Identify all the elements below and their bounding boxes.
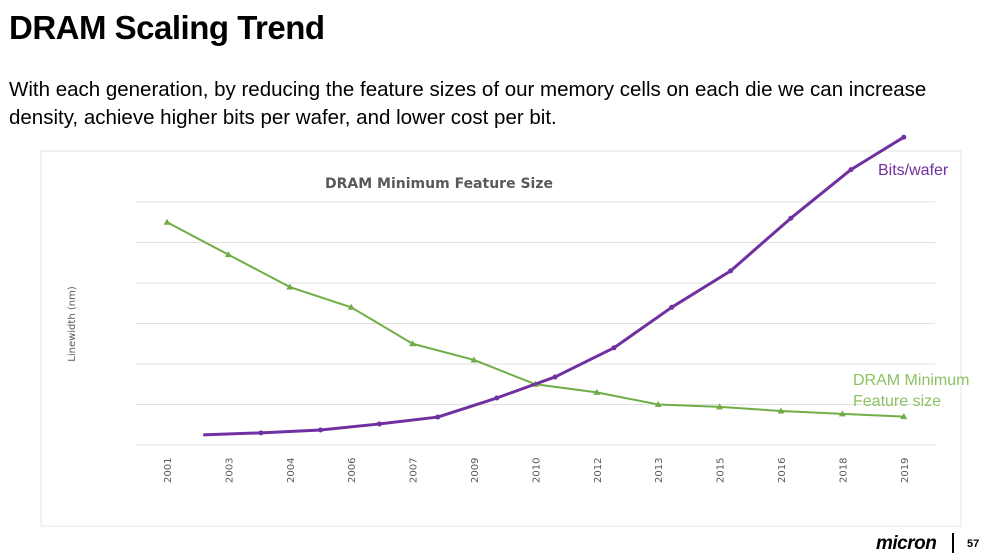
x-tick-label: 2010: [531, 458, 542, 483]
chart-frame: [40, 150, 962, 527]
data-point: [376, 421, 382, 427]
footer-divider: [952, 533, 954, 553]
series-label: Feature size: [853, 393, 941, 410]
y-axis-label: Linewidth (nm): [67, 286, 78, 362]
x-tick-label: 2006: [347, 458, 358, 483]
x-tick-label: 2001: [163, 458, 174, 483]
data-point: [163, 218, 171, 225]
data-point: [593, 388, 601, 395]
x-tick-label: 2016: [777, 458, 788, 483]
data-point: [777, 407, 785, 414]
data-point: [728, 268, 734, 274]
x-tick-label: 2012: [593, 458, 604, 483]
x-tick-label: 2018: [838, 458, 849, 483]
series-label: DRAM Minimum: [853, 372, 969, 389]
data-point: [494, 395, 500, 401]
data-point: [716, 403, 724, 410]
data-point: [838, 410, 846, 417]
x-tick-label: 2013: [654, 458, 665, 483]
series-label: Bits/wafer: [878, 162, 949, 179]
data-point: [258, 430, 264, 436]
data-point: [435, 414, 441, 420]
data-point: [470, 356, 478, 363]
x-tick-label: 2007: [409, 458, 420, 483]
data-point: [347, 303, 355, 310]
chart-title: DRAM Minimum Feature Size: [325, 176, 553, 192]
x-tick-label: 2015: [716, 458, 727, 483]
data-point: [409, 340, 417, 347]
data-point: [654, 401, 662, 407]
data-point: [224, 251, 232, 258]
series-line: [203, 135, 905, 437]
data-point: [788, 215, 794, 221]
data-point: [318, 427, 323, 433]
data-point: [901, 134, 907, 140]
page-number: 57: [967, 538, 980, 550]
x-tick-label: 2019: [900, 458, 911, 483]
data-point: [900, 413, 908, 420]
x-tick-label: 2004: [286, 458, 297, 483]
x-tick-label: 2009: [470, 458, 481, 483]
slide-description: With each generation, by reducing the fe…: [9, 78, 927, 129]
x-tick-label: 2003: [224, 458, 235, 483]
series-line: [166, 221, 904, 418]
data-point: [669, 304, 675, 310]
micron-logo: micron: [876, 533, 937, 554]
data-point: [286, 283, 294, 290]
slide-title: DRAM Scaling Trend: [9, 9, 325, 46]
data-point: [552, 374, 558, 380]
data-point: [611, 345, 617, 351]
data-point: [848, 167, 854, 173]
